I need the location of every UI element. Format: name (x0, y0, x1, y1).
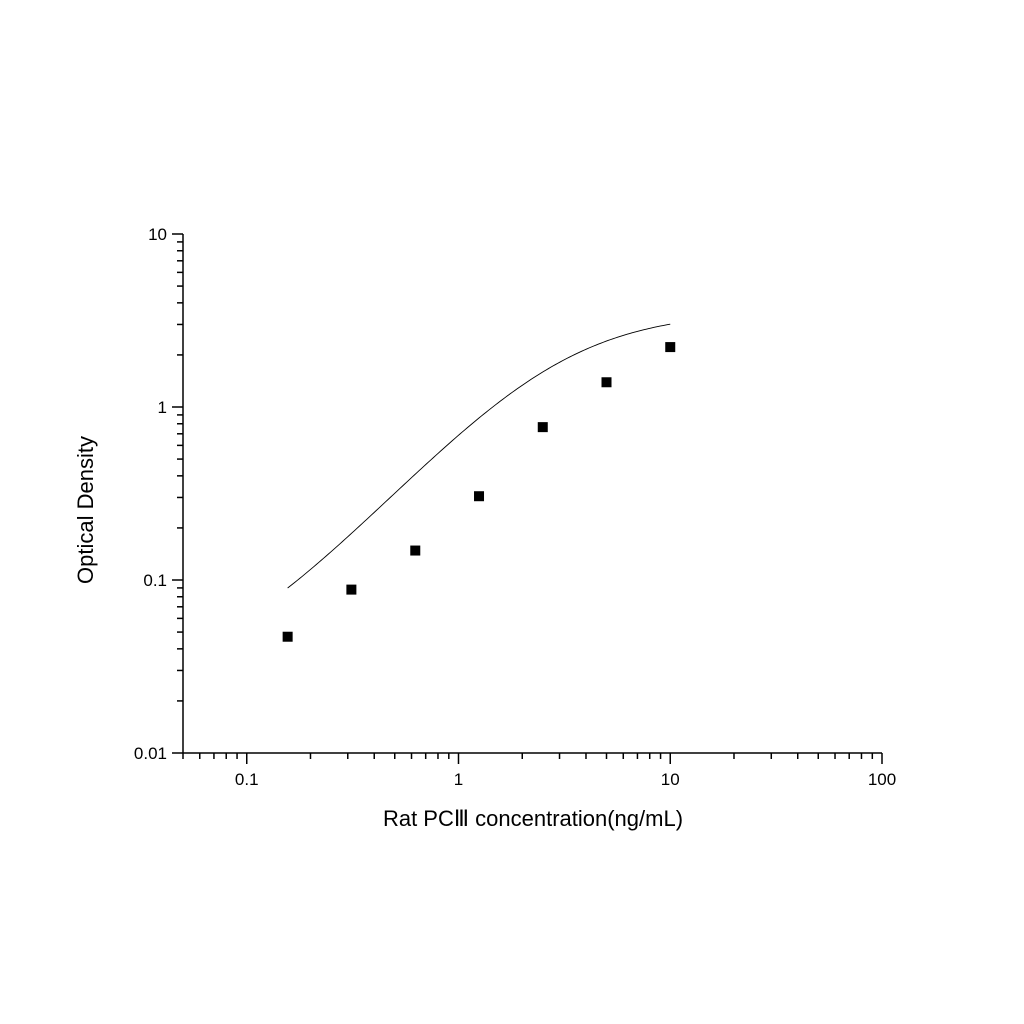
major-ticks (172, 233, 883, 764)
fit-curve (287, 323, 671, 589)
data-point (474, 491, 485, 502)
y-tick-label: 1 (158, 398, 167, 417)
x-tick-label: 100 (868, 770, 896, 789)
y-tick-label: 0.01 (134, 744, 167, 763)
x-axis-title: Rat PCⅢ concentration(ng/mL) (383, 806, 683, 831)
data-point (282, 631, 293, 642)
data-point (410, 545, 421, 556)
data-point (537, 422, 548, 433)
x-tick-label: 1 (454, 770, 463, 789)
data-point (601, 377, 612, 388)
data-point (346, 584, 357, 595)
minor-ticks (177, 241, 874, 759)
y-tick-label: 0.1 (143, 571, 167, 590)
x-tick-label: 10 (661, 770, 680, 789)
data-points (282, 342, 676, 642)
x-tick-label: 0.1 (235, 770, 259, 789)
tick-labels: 0.1 1 10 100 0.01 0.1 1 10 (134, 225, 896, 789)
y-tick-label: 10 (148, 225, 167, 244)
y-axis-title: Optical Density (73, 436, 98, 584)
data-point (665, 342, 676, 353)
